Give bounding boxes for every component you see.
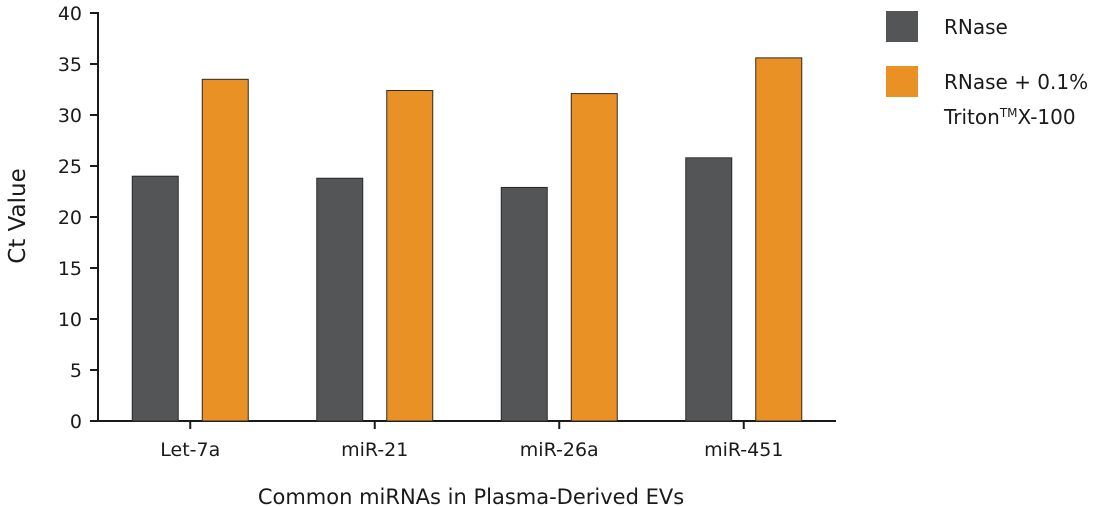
bar-let-7a-series-1 bbox=[131, 175, 179, 422]
legend: RNase RNase + 0.1% TritonTMX-100 bbox=[886, 11, 1088, 129]
bar-let-7a-series-2 bbox=[201, 78, 249, 422]
legend-label-x100: X-100 bbox=[1018, 105, 1076, 129]
y-tick-label: 0 bbox=[70, 411, 82, 433]
y-tick-label: 30 bbox=[58, 105, 82, 127]
y-tick-label: 5 bbox=[70, 360, 82, 382]
y-axis: 0 5 10 15 20 25 30 35 40 bbox=[58, 3, 99, 433]
y-tick-label: 15 bbox=[58, 258, 82, 280]
x-tick-label: Let-7a bbox=[160, 439, 220, 461]
y-tick-label: 40 bbox=[58, 3, 82, 25]
y-tick-label: 20 bbox=[58, 207, 82, 229]
bar-mir-451-series-2 bbox=[755, 57, 803, 422]
legend-label-tm: TM bbox=[999, 106, 1018, 120]
legend-swatch-rnase bbox=[886, 11, 918, 42]
x-tick-label: miR-26a bbox=[520, 439, 599, 461]
legend-label-rnase-triton-line2: TritonTMX-100 bbox=[943, 105, 1076, 129]
bar-mir-26a-series-1 bbox=[500, 186, 548, 422]
legend-label-rnase: RNase bbox=[944, 15, 1008, 39]
bar-mir-451-series-1 bbox=[685, 157, 733, 422]
x-axis-title: Common miRNAs in Plasma-Derived EVs bbox=[258, 485, 684, 506]
x-tick-label: miR-21 bbox=[341, 439, 408, 461]
bars bbox=[131, 57, 803, 422]
y-axis-title: Ct Value bbox=[5, 168, 31, 264]
bar-mir-26a-series-2 bbox=[570, 93, 618, 422]
x-axis: Let-7a miR-21 miR-26a miR-451 bbox=[97, 420, 836, 461]
y-tick-label: 25 bbox=[58, 156, 82, 178]
legend-swatch-rnase-triton bbox=[886, 66, 918, 97]
legend-label-triton: Triton bbox=[943, 105, 1000, 129]
bar-mir-21-series-1 bbox=[316, 177, 364, 422]
legend-label-rnase-triton-line1: RNase + 0.1% bbox=[944, 70, 1088, 94]
bar-mir-21-series-2 bbox=[386, 90, 434, 422]
x-tick-label: miR-451 bbox=[704, 439, 783, 461]
y-tick-label: 10 bbox=[58, 309, 82, 331]
y-tick-label: 35 bbox=[58, 54, 82, 76]
